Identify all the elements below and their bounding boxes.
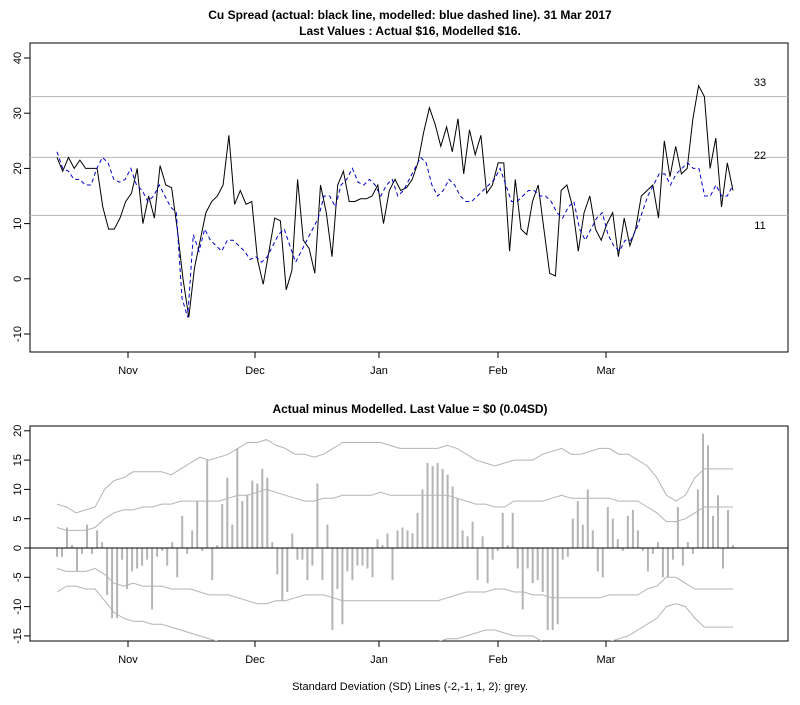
top-y-tick-label: 40 xyxy=(12,52,24,64)
bottom-y-tick-label: 0 xyxy=(12,545,24,551)
top-x-tick-label: Mar xyxy=(597,365,616,377)
top-x-tick-label: Feb xyxy=(489,365,508,377)
bottom-plot-frame xyxy=(29,425,789,642)
sd-lines-caption: Standard Deviation (SD) Lines (-2,-1, 1,… xyxy=(292,681,528,693)
bottom-y-tick-label: -5 xyxy=(12,572,24,582)
bottom-plot-contents xyxy=(30,433,788,641)
bottom-x-tick-label: Jan xyxy=(370,654,388,666)
bottom-chart-title: Actual minus Modelled. Last Value = $0 (… xyxy=(272,402,547,416)
top-plot-frame xyxy=(29,42,789,353)
bottom-y-tick-label: -10 xyxy=(12,599,24,615)
sd-line xyxy=(56,439,733,514)
reference-line-label: 11 xyxy=(754,220,765,232)
bottom-x-tick-label: Mar xyxy=(597,654,616,666)
bottom-y-tick-label: -15 xyxy=(12,628,24,644)
bottom-x-tick-label: Dec xyxy=(245,654,265,666)
top-x-tick-label: Nov xyxy=(118,365,138,377)
top-chart-title: Cu Spread (actual: black line, modelled:… xyxy=(208,8,612,22)
bottom-y-tick-label: 15 xyxy=(12,454,24,466)
bottom-y-tick-label: 20 xyxy=(12,425,24,437)
actual-series-line xyxy=(56,84,734,318)
top-y-tick-label: 30 xyxy=(12,107,24,119)
top-y-tick-label: 10 xyxy=(12,217,24,229)
top-plot-area: 33 22 11 -10 0 10 20 30 40 Nov Dec Jan Feb Mar xyxy=(12,42,789,377)
reference-line-label: 33 xyxy=(754,77,766,89)
bottom-y-tick-label: 5 xyxy=(12,516,24,522)
top-x-tick-label: Dec xyxy=(245,365,265,377)
bottom-x-tick-label: Feb xyxy=(489,654,508,666)
top-y-tick-label: 0 xyxy=(12,276,24,282)
top-chart-subtitle: Last Values : Actual $16, Modelled $16. xyxy=(299,24,521,38)
reference-line-label: 22 xyxy=(754,150,766,162)
modelled-series-line xyxy=(56,151,734,318)
top-y-tick-label: -10 xyxy=(12,326,24,342)
top-x-tick-label: Jan xyxy=(370,365,388,377)
bottom-plot-area: -15 -10 -5 0 5 10 15 20 Nov Dec Jan Feb Mar xyxy=(12,425,789,666)
top-y-tick-label: 20 xyxy=(12,162,24,174)
bottom-x-tick-label: Nov xyxy=(118,654,138,666)
sd-line xyxy=(56,488,733,531)
sd-line xyxy=(56,585,733,641)
bottom-y-tick-label: 10 xyxy=(12,483,24,495)
sd-line xyxy=(56,567,733,605)
